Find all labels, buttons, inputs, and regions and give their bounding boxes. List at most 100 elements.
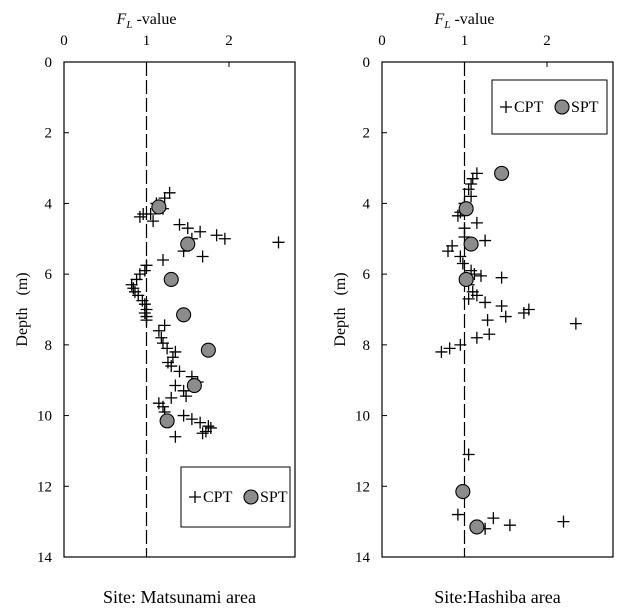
chart-caption: Site: Matsunami area: [103, 587, 256, 607]
cpt-point: [557, 515, 570, 528]
cpt-point: [157, 254, 169, 266]
cpt-point: [128, 285, 141, 298]
x-axis-title: FL -value: [116, 11, 177, 31]
cpt-point: [517, 307, 530, 320]
cpt-point: [475, 269, 487, 282]
cpt-point: [177, 409, 190, 422]
cpt-point: [470, 331, 483, 344]
y-tick-label: 2: [363, 126, 371, 142]
x-tick-label: 2: [543, 33, 551, 49]
cpt-point: [194, 416, 207, 429]
y-tick-label: 2: [45, 126, 53, 142]
cpt-point: [130, 273, 143, 286]
cpt-point: [204, 421, 217, 434]
x-tick-label: 0: [378, 33, 386, 49]
cpt-point: [173, 218, 186, 231]
cpt-point: [465, 190, 478, 203]
cpt-point: [522, 303, 535, 316]
y-tick-label: 6: [363, 267, 371, 283]
cpt-point: [158, 319, 171, 332]
legend-cpt-marker: [189, 491, 201, 503]
cpt-point: [456, 257, 469, 270]
spt-point: [151, 199, 167, 215]
x-tick-label: 1: [143, 33, 151, 49]
cpt-point: [272, 236, 285, 249]
cpt-point: [140, 314, 153, 327]
cpt-point: [465, 177, 478, 190]
cpt-point: [169, 345, 182, 358]
cpt-point: [127, 282, 140, 295]
cpt-point: [161, 356, 174, 369]
cpt-point: [499, 310, 512, 323]
spt-point: [176, 307, 192, 323]
plot-frame: [63, 61, 296, 558]
cpt-point: [144, 208, 157, 221]
spt-point: [159, 413, 175, 429]
cpt-point: [140, 259, 153, 272]
cpt-point: [479, 296, 492, 309]
cpt-point: [451, 209, 464, 222]
cpt-point: [177, 384, 190, 397]
y-tick-label: 8: [45, 338, 53, 354]
spt-point: [455, 484, 471, 500]
y-tick-label: 12: [37, 479, 52, 495]
cpt-point: [462, 448, 475, 461]
spt-point: [180, 236, 196, 252]
cpt-point: [470, 216, 483, 229]
cpt-point: [147, 215, 160, 228]
cpt-point: [161, 342, 174, 355]
cpt-point: [483, 328, 496, 341]
x-tick-label: 0: [60, 33, 68, 49]
x-tick-label: 1: [461, 33, 469, 49]
y-axis-title: Depth (m): [332, 272, 349, 346]
legend-cpt-label: CPT: [203, 489, 233, 506]
spt-point: [463, 236, 479, 252]
cpt-point: [479, 234, 492, 247]
cpt-point: [454, 250, 467, 263]
cpt-point: [196, 250, 209, 263]
x-axis-title: FL -value: [434, 11, 495, 31]
y-tick-label: 10: [355, 409, 370, 425]
cpt-point: [199, 425, 212, 438]
cpt-point: [181, 222, 194, 235]
spt-point: [458, 271, 474, 287]
cpt-point: [165, 391, 178, 404]
cpt-point: [495, 271, 508, 284]
cpt-point: [495, 299, 508, 312]
cpt-point: [125, 278, 138, 291]
spt-point: [200, 342, 216, 358]
y-tick-label: 4: [45, 196, 53, 212]
cpt-point: [155, 331, 168, 344]
cpt-point: [462, 183, 475, 196]
cpt-point: [470, 289, 483, 302]
plot-frame: [381, 61, 614, 558]
cpt-point: [454, 338, 467, 351]
legend-spt-marker: [243, 489, 259, 505]
cpt-point: [157, 400, 169, 413]
y-tick-label: 12: [355, 479, 370, 495]
cpt-point: [435, 345, 448, 358]
cpt-point: [169, 379, 182, 392]
cpt-point: [133, 210, 146, 223]
legend-cpt-label: CPT: [514, 99, 544, 116]
cpt-point: [466, 172, 479, 185]
y-axis-title: Depth (m): [14, 272, 31, 346]
cpt-point: [133, 268, 146, 281]
spt-point: [469, 519, 485, 535]
cpt-point: [165, 360, 178, 373]
cpt-point: [169, 430, 182, 443]
cpt-point: [180, 390, 193, 403]
cpt-point: [152, 324, 165, 337]
y-tick-label: 14: [37, 550, 53, 566]
cpt-point: [218, 232, 231, 245]
legend-spt-marker: [554, 99, 570, 115]
cpt-point: [202, 420, 215, 433]
x-tick-label: 2: [225, 33, 233, 49]
cpt-point: [163, 186, 176, 199]
cpt-point: [487, 512, 500, 525]
y-tick-label: 0: [45, 55, 53, 71]
cpt-point: [503, 519, 516, 532]
cpt-point: [481, 314, 494, 327]
